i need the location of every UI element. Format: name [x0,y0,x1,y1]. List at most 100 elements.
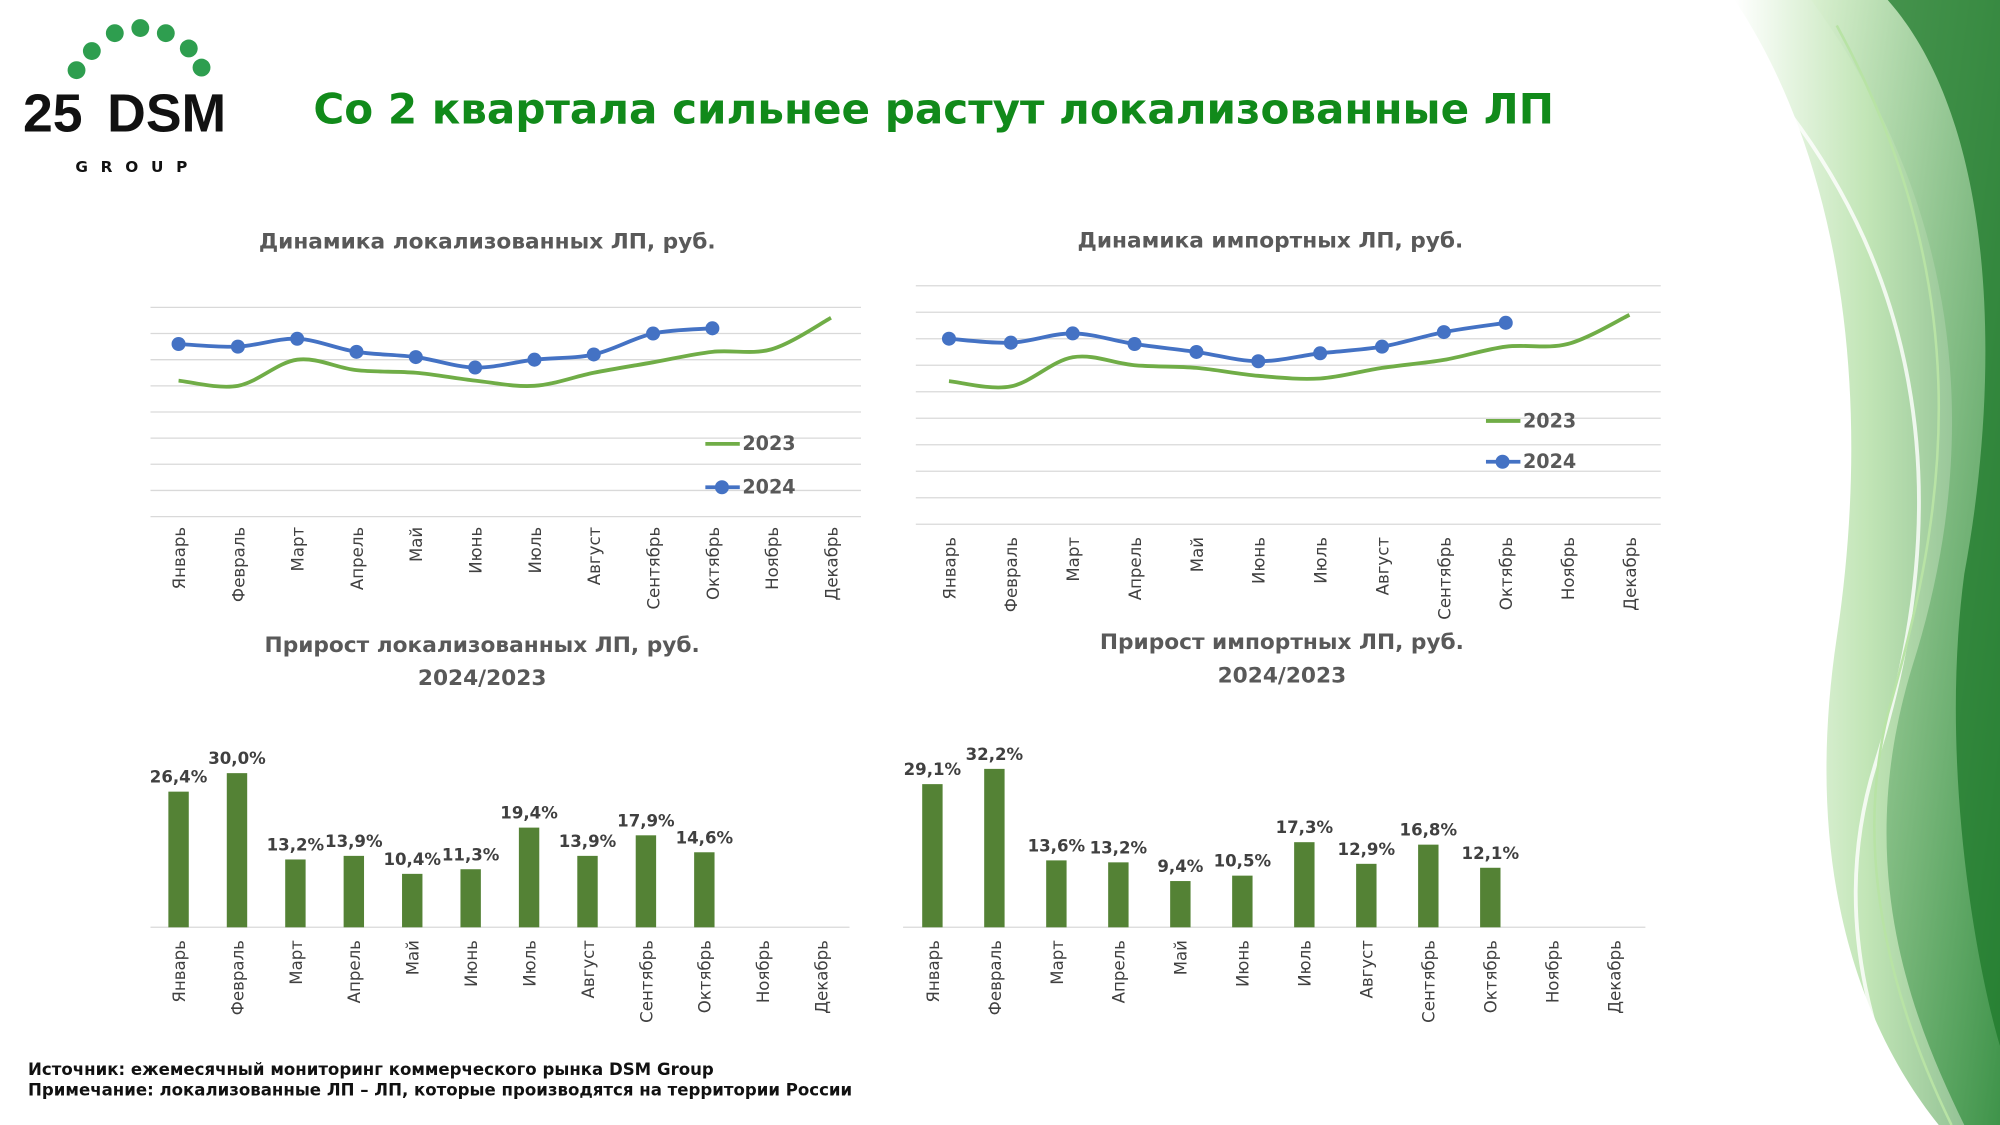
x-tick-label: Декабрь [822,527,841,601]
series-line [178,326,713,370]
x-tick-label: Январь [170,527,189,590]
x-tick-label: Август [1358,940,1377,999]
x-tick-label: Декабрь [1606,940,1625,1014]
bar [1480,867,1501,928]
bar [1356,863,1377,928]
point [1498,315,1513,330]
x-tick-label: Январь [170,940,189,1003]
legend-marker [1495,454,1510,469]
x-tick-label: Ноябрь [763,527,782,590]
point [1436,325,1451,340]
point [1251,354,1266,369]
legend-marker [714,480,729,495]
x-tick-label: Декабрь [813,940,832,1014]
value-label: 29,1% [904,760,962,779]
value-label: 10,4% [383,850,441,869]
bar [402,873,423,928]
x-tick-label: Октябрь [1482,940,1501,1013]
bar [226,773,248,928]
footnote: Примечание: локализованные ЛП – ЛП, кото… [28,1081,852,1100]
chart: Динамика локализованных ЛП, руб. Январь Фе… [150,230,861,610]
chart-subtitle: 2024/2023 [1218,663,1347,688]
point [230,339,245,354]
value-label: 12,1% [1462,844,1520,863]
legend-label: 2023 [742,432,795,455]
x-tick-label: Март [1064,537,1083,582]
series-line [178,316,832,389]
point [941,331,956,346]
value-label: 12,9% [1338,840,1396,859]
x-tick-label: Сентябрь [644,527,663,610]
bar [1232,875,1253,928]
bar [168,791,189,928]
x-tick-label: Ноябрь [1544,940,1563,1003]
x-tick-label: Апрель [348,527,367,590]
x-tick-label: Ноябрь [754,940,773,1003]
value-label: 19,4% [500,804,558,823]
chart-title: Прирост локализованных ЛП, руб. [265,633,700,658]
value-label: 13,6% [1028,836,1086,855]
point [408,350,423,365]
x-tick-label: Октябрь [696,940,715,1013]
x-tick-label: Февраль [229,527,248,602]
x-tick-label: Апрель [345,940,364,1003]
x-tick-label: Июль [1296,940,1315,987]
point [646,326,661,341]
value-label: 17,3% [1276,818,1334,837]
x-tick-label: Май [1172,940,1191,975]
value-label: 26,4% [150,768,208,787]
x-tick-label: Январь [940,537,959,600]
x-tick-label: Ноябрь [1559,537,1578,600]
value-label: 10,5% [1214,852,1272,871]
point [586,347,601,362]
bar [518,827,540,928]
series-line [948,313,1631,390]
x-tick-label: Август [579,940,598,999]
x-tick-label: Сентябрь [1435,537,1454,620]
bar [1046,860,1067,928]
bar [1294,842,1315,928]
value-label: 14,6% [676,828,734,847]
x-tick-label: Октябрь [704,527,723,600]
x-tick-label: Июнь [467,527,486,574]
point [349,344,364,359]
x-tick-label: Июль [1312,537,1331,584]
value-label: 13,9% [325,832,383,851]
x-tick-label: Май [404,940,423,975]
x-tick-label: Апрель [1126,537,1145,600]
logo-number: 25 [23,84,83,143]
series-line [948,320,1507,364]
value-label: 13,2% [1090,838,1148,857]
bar [922,784,943,928]
value-label: 30,0% [208,749,266,768]
point [171,336,186,352]
chart: Прирост локализованных ЛП, руб. Январь Фев… [150,633,850,1023]
value-label: 16,8% [1400,821,1458,840]
x-tick-label: Июль [520,940,539,987]
x-tick-label: Февраль [228,940,247,1015]
value-label: 32,2% [966,745,1024,764]
bar [1418,844,1439,928]
chart-title: Динамика импортных ЛП, руб. [1078,228,1464,253]
chart-subtitle: 2024/2023 [418,666,547,691]
x-tick-label: Октябрь [1497,537,1516,610]
x-tick-label: Апрель [1110,940,1129,1003]
x-tick-label: Сентябрь [1420,940,1439,1023]
chart: Прирост импортных ЛП, руб. Январь Февраль М… [903,630,1646,1023]
chart-title: Прирост импортных ЛП, руб. [1100,630,1464,655]
bar [694,852,715,928]
x-tick-label: Июнь [1250,537,1269,584]
value-label: 17,9% [617,811,675,830]
value-label: 13,2% [267,836,325,855]
x-tick-label: Июль [526,527,545,574]
x-tick-label: Февраль [986,940,1005,1015]
bar [1170,881,1191,928]
decoration [1734,0,2000,1125]
x-tick-label: Сентябрь [637,940,656,1023]
bar [285,859,306,928]
x-tick-label: Март [289,526,308,571]
point [1313,346,1328,361]
point [1189,344,1204,359]
source-note: Источник: ежемесячный мониторинг коммерч… [28,1060,714,1079]
